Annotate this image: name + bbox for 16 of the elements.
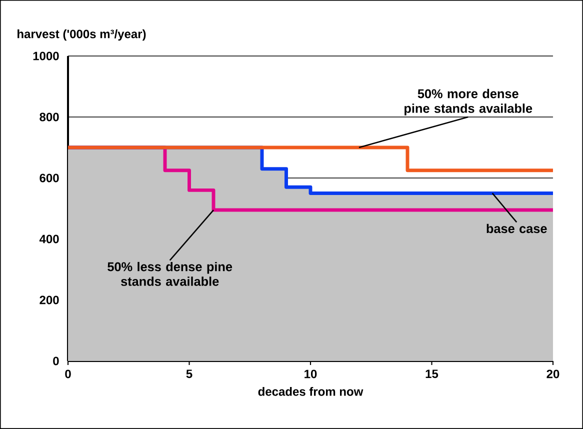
x-tick-label: 5 <box>186 370 192 378</box>
x-tick-label: 0 <box>65 370 71 378</box>
y-tick-label: 1000 <box>33 52 59 60</box>
y-tick-label: 0 <box>53 356 59 366</box>
annotation: 50% less dense pine stands available <box>108 262 232 286</box>
y-axis-title: harvest ('000s m³/year) <box>18 29 146 41</box>
x-tick-label: 15 <box>426 370 438 378</box>
y-tick-label: 400 <box>39 234 59 244</box>
y-tick-label: 200 <box>40 296 59 304</box>
y-tick-label: 800 <box>40 112 59 122</box>
annotation: 50% more dense pine stands available <box>404 88 532 116</box>
x-tick-label: 20 <box>546 370 560 378</box>
y-tick-label: 600 <box>40 174 59 182</box>
x-tick-label: 10 <box>304 370 317 378</box>
annotation: base case <box>486 224 547 234</box>
x-axis-title: decades from now <box>258 387 364 396</box>
